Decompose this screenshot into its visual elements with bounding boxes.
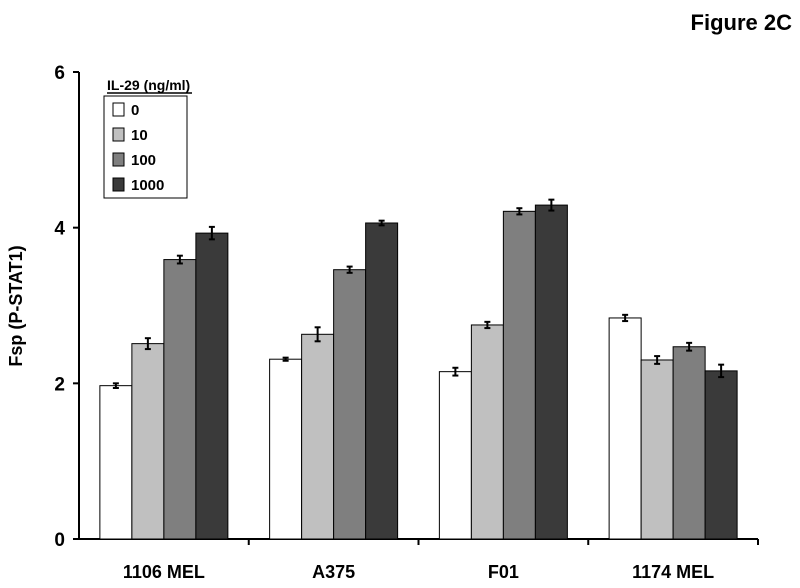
y-tick-label: 4: [54, 219, 65, 240]
y-ticks: 0 2 4 6: [54, 63, 79, 551]
bar: [131, 343, 165, 540]
x-tick-label: 1174 MEL: [632, 562, 714, 582]
legend-items: 0 10 100 1000: [112, 102, 164, 194]
legend-label: 1000: [131, 177, 164, 194]
legend-label: 100: [131, 152, 156, 169]
bar: [365, 222, 399, 540]
bar: [704, 370, 738, 540]
y-tick-label: 6: [54, 63, 65, 84]
legend-swatch: [112, 102, 125, 117]
bar: [672, 346, 706, 540]
bar: [99, 385, 133, 540]
x-tick-label: 1106 MEL: [123, 562, 205, 582]
y-axis-label: Fsp (P-STAT1): [6, 245, 26, 366]
x-tick-label: A375: [312, 562, 355, 582]
legend-title: IL-29 (ng/ml): [107, 77, 190, 93]
bar: [470, 324, 504, 540]
legend: IL-29 (ng/ml) 0 10 100 1000: [103, 77, 192, 199]
y-tick-label: 0: [54, 530, 65, 551]
bar: [608, 317, 642, 540]
legend-label: 10: [131, 127, 148, 144]
error-bars: [112, 198, 725, 390]
bar: [534, 204, 568, 540]
bar: [640, 359, 674, 540]
legend-swatch: [112, 152, 125, 167]
bar: [163, 259, 197, 540]
bar: [333, 269, 367, 540]
x-tick-labels: 1106 MEL A375 F01 1174 MEL: [123, 539, 759, 582]
legend-swatch: [112, 127, 125, 142]
x-tick-label: F01: [488, 562, 519, 582]
bar: [301, 333, 335, 540]
bar: [269, 358, 303, 540]
legend-label: 0: [131, 102, 139, 119]
figure-label: Figure 2C: [691, 10, 793, 35]
bar: [502, 210, 536, 540]
legend-swatch: [112, 177, 125, 192]
bars: [99, 204, 738, 540]
y-tick-label: 2: [54, 374, 65, 395]
bar: [438, 371, 472, 540]
legend-box: [103, 95, 188, 199]
bar: [195, 232, 229, 540]
